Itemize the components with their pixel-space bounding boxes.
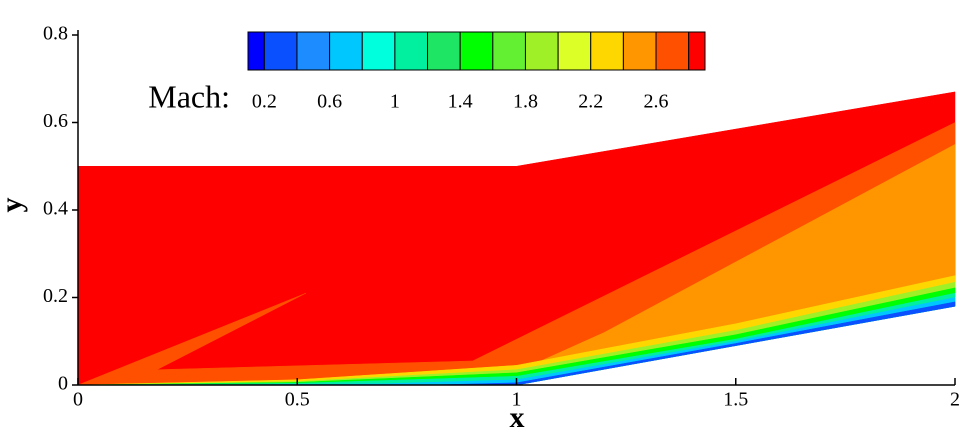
x-tick-label: 0 — [73, 389, 83, 411]
x-axis-label: x — [510, 401, 525, 434]
x-tick-label: 1 — [512, 389, 522, 411]
colorbar-cell — [655, 31, 690, 71]
colorbar-tick-label: 1 — [390, 91, 400, 113]
colorbar-cell — [394, 31, 429, 71]
colorbar-label: Mach: — [148, 78, 230, 114]
colorbar-cell — [557, 31, 592, 71]
colorbar-cell — [247, 31, 265, 71]
y-tick-label: 0.4 — [43, 198, 68, 220]
colorbar-cell — [590, 31, 624, 71]
colorbar-cell — [296, 31, 331, 71]
colorbar-cell — [361, 31, 396, 71]
colorbar-tick-label: 1.4 — [448, 91, 473, 113]
colorbar-cell — [688, 31, 706, 71]
colorbar-tick-label: 1.8 — [513, 91, 538, 113]
colorbar-tick-label: 0.6 — [317, 91, 342, 113]
colorbar-tick-label: 0.2 — [252, 91, 277, 113]
colorbar-cell — [622, 31, 657, 71]
x-tick-label: 2 — [950, 389, 960, 411]
colorbar-cell — [263, 31, 298, 71]
y-tick-label: 0.6 — [43, 110, 68, 132]
y-tick-label: 0 — [58, 373, 68, 395]
y-tick-label: 0.8 — [43, 23, 68, 45]
colorbar-tick-label: 2.6 — [644, 91, 669, 113]
colorbar-cell — [329, 31, 363, 71]
colorbar-cell — [492, 31, 526, 71]
y-tick-label: 0.2 — [43, 285, 68, 307]
colorbar-cell — [524, 31, 559, 71]
contour-region — [428, 301, 956, 386]
y-axis-label: y — [0, 198, 28, 213]
colorbar-cell — [427, 31, 461, 71]
x-tick-label: 0.5 — [285, 389, 310, 411]
x-tick-label: 1.5 — [723, 389, 748, 411]
colorbar-tick-label: 2.2 — [578, 91, 603, 113]
colorbar-cell — [459, 31, 494, 71]
